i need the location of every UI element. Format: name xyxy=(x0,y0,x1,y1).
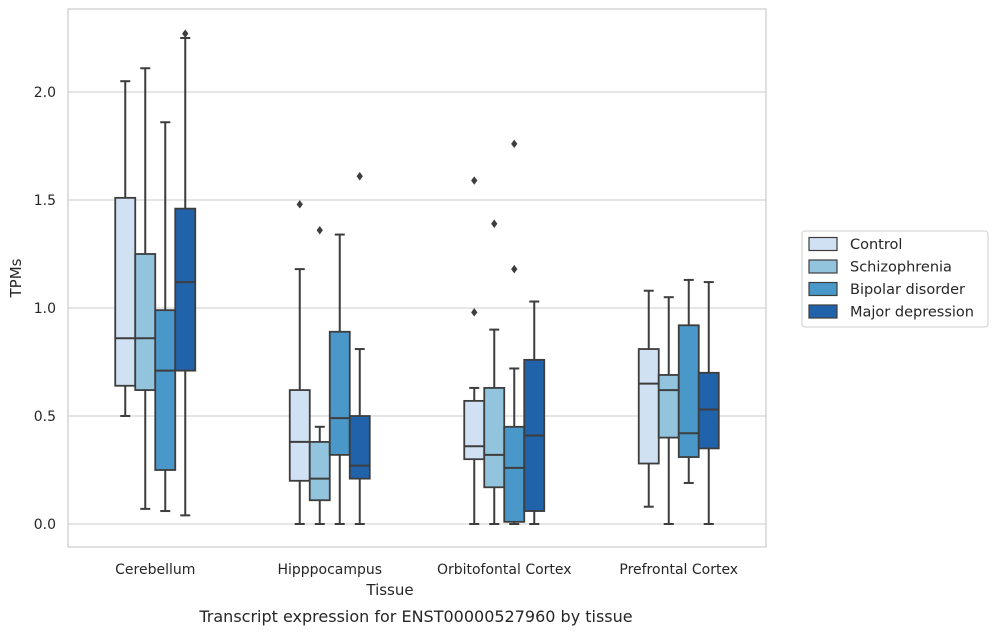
legend-label: Major depression xyxy=(850,305,974,321)
iqr-box xyxy=(348,415,371,480)
iqr-box xyxy=(483,387,506,489)
box-groups xyxy=(114,29,720,525)
y-tick-label: 0.0 xyxy=(34,517,56,533)
outlier-point xyxy=(471,308,478,317)
y-tick-labels: 0.0 0.5 1.0 1.5 2.0 xyxy=(34,85,56,533)
box-bipolar-disorder xyxy=(154,121,177,513)
outlier-point xyxy=(511,139,518,149)
box-major-depression xyxy=(523,300,546,525)
iqr-box xyxy=(154,309,177,471)
box-major-depression xyxy=(348,172,371,525)
outlier-point xyxy=(491,219,498,228)
legend-item: Bipolar disorder xyxy=(808,281,965,298)
y-tick-label: 2.0 xyxy=(34,85,56,101)
box-control xyxy=(463,176,486,525)
figure-caption: Transcript expression for ENST0000052796… xyxy=(198,607,632,626)
outlier-point xyxy=(182,29,189,38)
legend-label: Bipolar disorder xyxy=(850,282,965,298)
box-schizophrenia xyxy=(134,67,157,510)
legend-frame xyxy=(801,230,989,328)
iqr-box xyxy=(114,196,137,387)
y-axis-label: TPMs xyxy=(7,258,25,298)
outlier-point xyxy=(356,172,363,181)
iqr-box xyxy=(308,441,331,502)
x-tick-label: Cerebellum xyxy=(115,562,195,578)
iqr-box xyxy=(328,330,351,456)
outlier-point xyxy=(471,176,478,185)
box-schizophrenia xyxy=(308,226,331,525)
iqr-box xyxy=(288,389,311,482)
plot-area-frame xyxy=(67,8,767,548)
iqr-box xyxy=(463,399,486,461)
y-tick-label: 1.0 xyxy=(34,301,56,317)
legend-item: Schizophrenia xyxy=(808,259,952,276)
outlier-point xyxy=(316,226,323,235)
outlier-point xyxy=(296,200,303,209)
x-tick-labels: Cerebellum Hipppocampus Orbitofontal Corte… xyxy=(115,562,738,578)
iqr-box xyxy=(677,324,700,458)
box-control xyxy=(114,80,137,417)
legend-swatch xyxy=(808,304,838,319)
iqr-box xyxy=(503,425,526,523)
outlier-point xyxy=(511,264,518,274)
iqr-box xyxy=(174,207,197,372)
box-schizophrenia xyxy=(657,296,680,525)
iqr-box xyxy=(697,371,720,450)
legend-swatch xyxy=(808,259,838,274)
legend-swatch xyxy=(808,281,838,297)
legend-label: Schizophrenia xyxy=(850,260,952,276)
y-tick-label: 0.5 xyxy=(34,409,56,425)
box-bipolar-disorder xyxy=(328,233,351,525)
iqr-box xyxy=(637,348,660,465)
legend-item: Major depression xyxy=(808,304,974,321)
box-major-depression xyxy=(174,29,197,517)
legend-label: Control xyxy=(850,237,902,253)
y-tick-label: 1.5 xyxy=(34,193,56,209)
legend-swatch xyxy=(808,236,838,252)
x-tick-label: Orbitofontal Cortex xyxy=(437,562,572,578)
box-control xyxy=(637,289,660,508)
x-tick-label: Prefrontal Cortex xyxy=(619,562,738,578)
x-tick-label: Hipppocampus xyxy=(277,562,382,578)
legend-item: Control xyxy=(808,236,902,253)
iqr-box xyxy=(134,253,157,391)
box-control xyxy=(288,200,311,525)
legend: Control Schizophrenia Bipolar disorder Majo… xyxy=(801,230,989,328)
x-axis-label: Tissue xyxy=(365,581,413,599)
iqr-box xyxy=(657,374,680,439)
box-major-depression xyxy=(697,281,720,525)
